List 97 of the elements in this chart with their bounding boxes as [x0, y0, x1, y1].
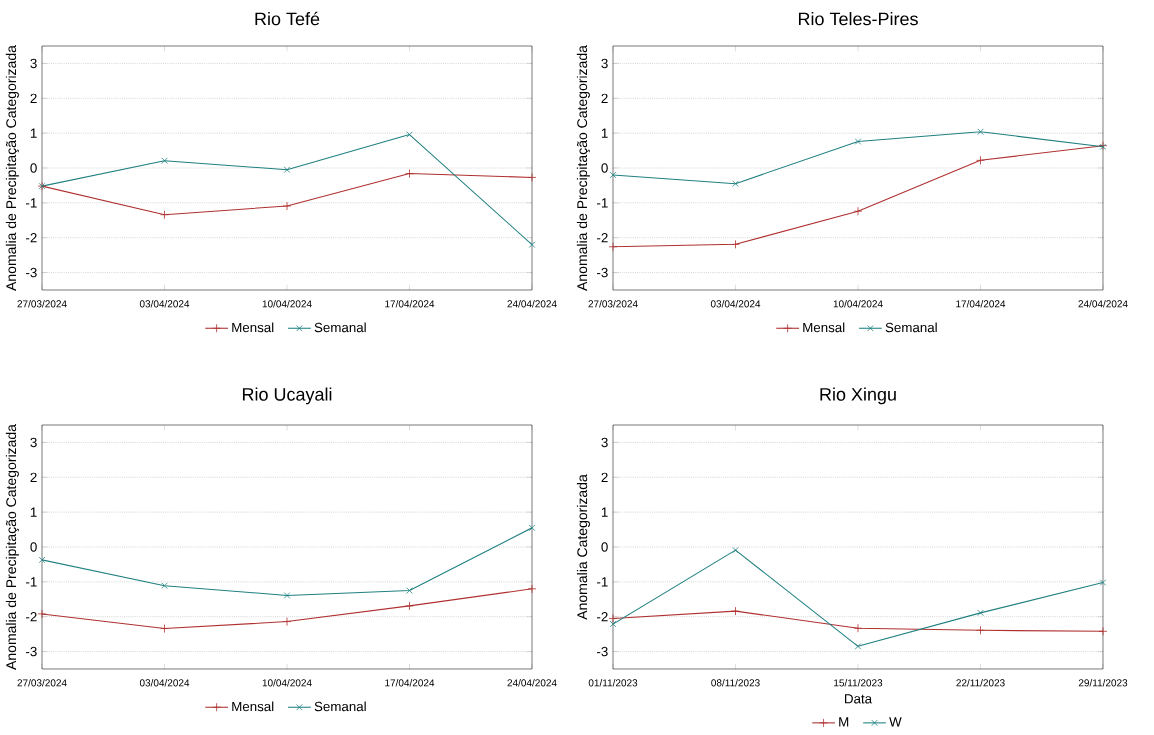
y-tick-label: 0	[601, 163, 608, 173]
y-tick-label: -1	[597, 198, 608, 208]
point	[37, 609, 47, 619]
y-tick-label: -3	[26, 646, 37, 657]
chart-title: Rio Xingu	[820, 387, 896, 405]
x-tick-label: 03/04/2024	[710, 300, 761, 308]
point	[283, 592, 291, 599]
point	[853, 623, 863, 633]
point	[527, 584, 537, 594]
y-tick-label: 1	[601, 507, 608, 517]
legend-label: M	[839, 717, 849, 727]
point	[405, 601, 414, 611]
point	[976, 625, 985, 635]
y-axis-title: Anomalia Categorizada	[576, 474, 590, 620]
x-tick-label: 22/11/2023	[956, 679, 1005, 687]
y-axis-title: Anomalia de Precipitação Categorizada	[576, 45, 590, 291]
x-tick-label: 27/03/2024	[17, 679, 67, 687]
point	[282, 201, 292, 211]
y-axis-title: Anomalia de Precipitação Categorizada	[5, 45, 19, 291]
legend-label: Mensal	[232, 322, 274, 333]
y-tick-label: -1	[26, 577, 37, 587]
point	[854, 138, 862, 145]
y-tick-label: 3	[601, 58, 608, 69]
point	[977, 609, 984, 617]
x-tick-label: 17/04/2024	[385, 679, 435, 687]
x-tick-label: 15/11/2023	[834, 679, 883, 687]
legend-label: Mensal	[232, 701, 274, 712]
y-tick-label: 1	[30, 128, 37, 138]
x-tick-label: 27/03/2024	[17, 300, 67, 308]
point	[731, 239, 740, 249]
x-tick-label: 08/11/2023	[711, 679, 760, 687]
point	[161, 157, 168, 164]
point	[528, 524, 536, 532]
point	[161, 582, 168, 589]
x-tick-label: 10/04/2024	[262, 300, 312, 308]
x-tick-label: 10/04/2024	[833, 300, 883, 308]
x-tick-label: 27/03/2024	[588, 300, 638, 308]
point	[609, 171, 617, 179]
point	[160, 624, 169, 633]
x-tick-label: 24/04/2024	[507, 300, 557, 308]
point	[528, 241, 536, 248]
y-tick-label: 2	[601, 93, 608, 103]
legend-label: Semanal	[314, 322, 366, 333]
x-tick-label: 03/04/2024	[139, 300, 190, 308]
point	[283, 166, 291, 173]
point	[608, 242, 618, 252]
point	[853, 206, 863, 216]
x-tick-label: 01/11/2023	[588, 679, 638, 687]
y-tick-label: -1	[597, 577, 608, 587]
x-tick-label: 29/11/2023	[1078, 679, 1128, 687]
y-tick-label: 0	[30, 163, 37, 173]
y-tick-label: -2	[597, 233, 608, 243]
y-tick-label: 3	[601, 437, 608, 448]
point	[38, 556, 46, 564]
x-tick-label: 10/04/2024	[262, 679, 312, 687]
y-tick-label: 1	[601, 128, 608, 138]
y-tick-label: -3	[26, 267, 37, 278]
x-tick-label: 17/04/2024	[956, 300, 1006, 308]
point	[608, 614, 618, 623]
point	[160, 210, 169, 220]
y-tick-label: -3	[597, 646, 608, 657]
y-tick-label: -3	[597, 267, 608, 278]
x-tick-label: 03/04/2024	[139, 679, 190, 687]
legend-label: Semanal	[885, 322, 937, 333]
point	[854, 643, 862, 650]
y-tick-label: 2	[30, 472, 37, 482]
y-tick-label: -2	[26, 233, 37, 243]
y-tick-label: 3	[30, 58, 37, 69]
y-tick-label: 0	[30, 542, 37, 552]
x-axis-title: Data	[845, 694, 873, 704]
x-tick-label: 24/04/2024	[507, 679, 557, 687]
chart-title: Rio Ucayali	[242, 387, 332, 405]
y-tick-label: 1	[30, 507, 37, 517]
y-tick-label: -1	[26, 198, 37, 208]
legend-label: Mensal	[803, 322, 845, 333]
x-tick-label: 17/04/2024	[385, 300, 435, 308]
legend-label: W	[889, 717, 902, 727]
point	[527, 173, 537, 182]
legend-label: Semanal	[314, 701, 366, 712]
point	[1098, 626, 1108, 636]
chart-title: Rio Teles-Pires	[798, 12, 918, 26]
x-tick-label: 24/04/2024	[1078, 300, 1128, 308]
y-tick-label: 2	[601, 472, 608, 482]
chart-title: Rio Tefé	[255, 11, 320, 26]
y-tick-label: 2	[30, 93, 37, 103]
y-tick-label: -2	[26, 612, 37, 622]
point	[282, 617, 292, 626]
point	[977, 128, 984, 135]
y-axis-title: Anomalia de Precipitação Categorizada	[5, 424, 19, 670]
y-tick-label: -2	[597, 612, 608, 622]
point	[976, 155, 985, 165]
point	[1099, 579, 1107, 586]
point	[732, 180, 739, 187]
y-tick-label: 0	[601, 542, 608, 552]
point	[732, 546, 739, 554]
point	[405, 169, 414, 178]
y-tick-label: 3	[30, 437, 37, 448]
